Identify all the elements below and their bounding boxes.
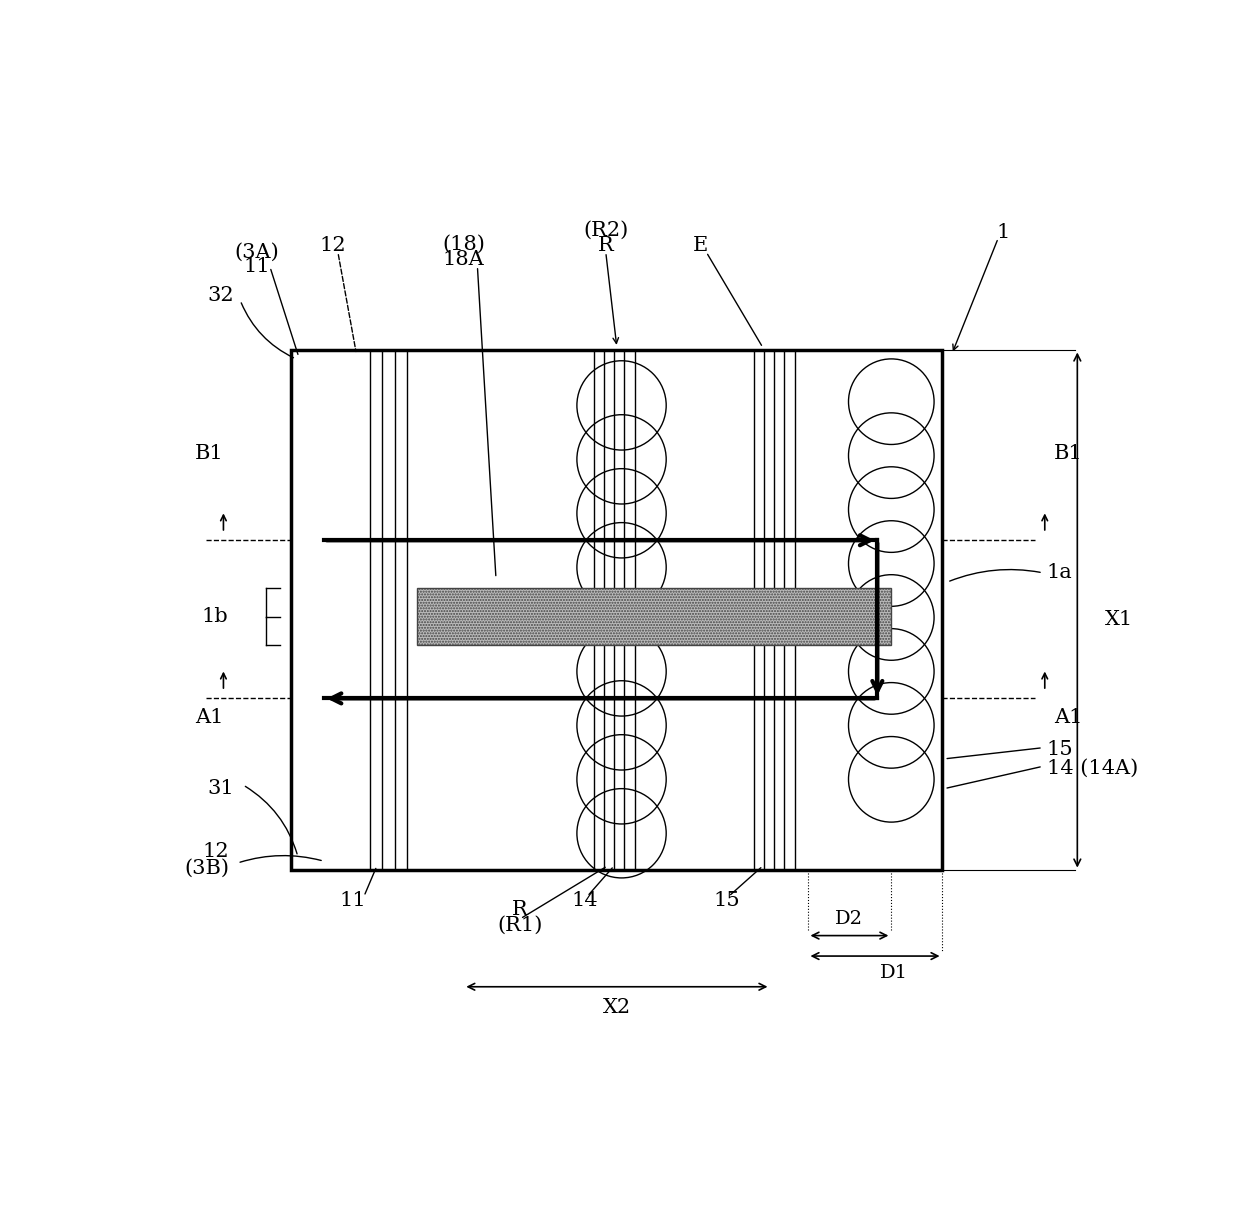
Text: 1: 1 xyxy=(996,223,1009,242)
Text: (18): (18) xyxy=(441,236,485,254)
Text: D1: D1 xyxy=(879,964,908,982)
Text: 15: 15 xyxy=(713,890,740,910)
Text: (R2): (R2) xyxy=(583,221,629,240)
Text: 14 (14A): 14 (14A) xyxy=(1047,759,1138,778)
Text: X1: X1 xyxy=(1105,610,1133,629)
Text: 14: 14 xyxy=(572,890,598,910)
Text: E: E xyxy=(693,236,708,255)
Text: 12: 12 xyxy=(320,236,346,255)
Text: (3A): (3A) xyxy=(234,243,279,261)
Text: R: R xyxy=(598,236,614,255)
Text: 18A: 18A xyxy=(443,250,485,269)
Text: A1: A1 xyxy=(1054,708,1083,726)
Bar xyxy=(417,588,892,645)
Text: 32: 32 xyxy=(207,286,233,306)
Text: (R1): (R1) xyxy=(497,916,543,935)
Text: 1a: 1a xyxy=(1047,563,1073,582)
Text: (3B): (3B) xyxy=(184,859,229,878)
Text: X2: X2 xyxy=(603,998,631,1017)
Text: D2: D2 xyxy=(836,910,863,928)
Text: 1b: 1b xyxy=(201,608,228,626)
Text: A1: A1 xyxy=(195,708,223,726)
Text: B1: B1 xyxy=(1054,445,1083,464)
Text: 11: 11 xyxy=(243,257,270,277)
Text: 11: 11 xyxy=(340,890,366,910)
Text: 12: 12 xyxy=(202,842,229,861)
Text: 15: 15 xyxy=(1047,741,1074,759)
Text: B1: B1 xyxy=(195,445,223,464)
Bar xyxy=(291,349,942,871)
Text: 31: 31 xyxy=(207,779,233,798)
Text: R: R xyxy=(512,900,528,919)
